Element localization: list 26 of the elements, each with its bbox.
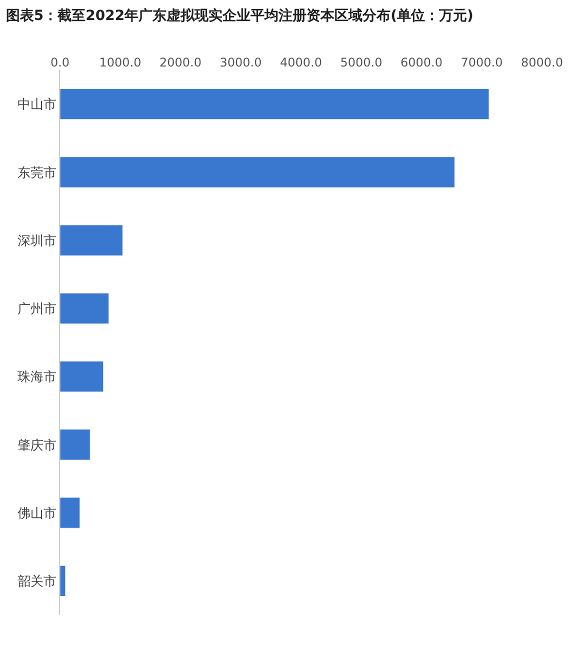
y-tick-label: 东莞市 [17, 166, 56, 181]
bar [60, 429, 90, 460]
y-tick-label: 韶关市 [17, 574, 56, 590]
bar [60, 565, 66, 597]
x-tick-label: 8000.0 [521, 56, 563, 70]
y-tick-label: 广州市 [17, 302, 56, 317]
bar [60, 292, 110, 324]
bar [60, 156, 455, 188]
x-tick-label: 1000.0 [99, 56, 142, 70]
y-tick-label: 中山市 [17, 98, 56, 113]
bar [60, 88, 490, 120]
x-tick-label: 2000.0 [160, 56, 202, 70]
x-tick-label: 0.0 [50, 56, 70, 70]
bar [60, 497, 80, 528]
bar [60, 360, 104, 392]
y-tick-label: 肇庆市 [17, 438, 56, 454]
x-tick-label: 4000.0 [280, 56, 322, 70]
y-tick-label: 珠海市 [17, 370, 56, 386]
x-tick-label: 3000.0 [220, 56, 262, 70]
y-tick-label: 深圳市 [17, 234, 56, 249]
x-tick-label: 7000.0 [460, 56, 503, 70]
x-tick-label: 5000.0 [340, 56, 382, 70]
chart-title: 图表5：截至2022年广东虚拟现实企业平均注册资本区域分布(单位：万元) [6, 6, 474, 24]
y-tick-label: 佛山市 [17, 506, 56, 522]
bar [60, 224, 123, 256]
x-tick-label: 6000.0 [400, 56, 442, 70]
